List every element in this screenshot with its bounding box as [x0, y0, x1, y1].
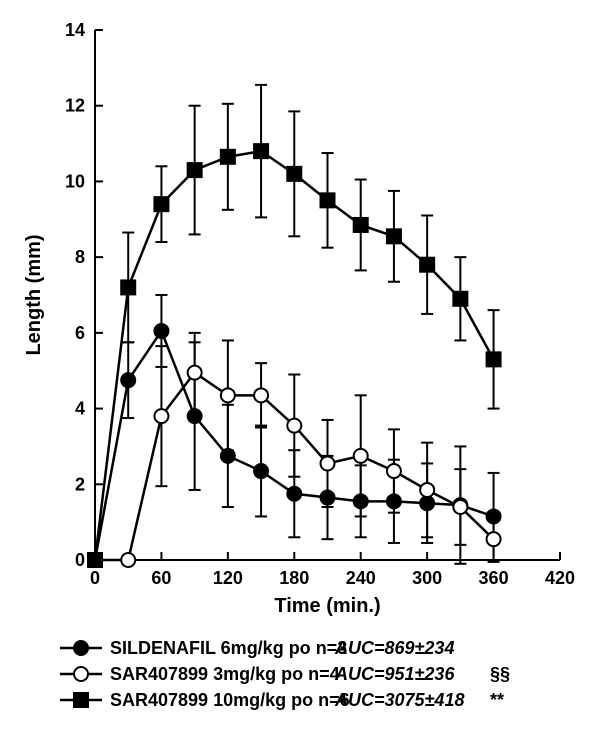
series-marker	[387, 464, 401, 478]
y-tick-label: 10	[65, 171, 85, 191]
x-axis-title: Time (min.)	[274, 595, 380, 617]
series-marker	[387, 229, 401, 243]
series-marker	[487, 532, 501, 546]
legend-row-sildenafil_6: SILDENAFIL 6mg/kg po n=3AUC=869±234	[60, 638, 454, 658]
series-marker	[321, 456, 335, 470]
legend-label: SILDENAFIL 6mg/kg po n=3	[110, 638, 347, 658]
series-marker	[154, 409, 168, 423]
series-marker	[287, 487, 301, 501]
series-marker	[354, 449, 368, 463]
series-marker	[453, 292, 467, 306]
series-marker	[254, 464, 268, 478]
y-tick-label: 0	[75, 550, 85, 570]
y-tick-label: 14	[65, 20, 85, 40]
legend-row-sar_10: SAR407899 10mg/kg po n=6AUC=3075±418 **	[60, 690, 504, 710]
legend-marker	[74, 693, 88, 707]
legend-auc: AUC=951±236	[334, 664, 455, 684]
legend-significance: §§	[490, 664, 510, 684]
length-vs-time-chart: 0 60 120 180 240 300 360 420 0 2 4 6 8 10 12 14 Time (mi…	[0, 0, 600, 742]
legend-auc: AUC=3075±418	[334, 690, 464, 710]
series-marker	[487, 352, 501, 366]
series-marker	[254, 144, 268, 158]
series-marker	[420, 483, 434, 497]
series-marker	[88, 553, 102, 567]
y-axis-title: Length (mm)	[23, 234, 45, 355]
series-marker	[321, 193, 335, 207]
series-marker	[121, 373, 135, 387]
series-marker	[221, 388, 235, 402]
legend-label: SAR407899 10mg/kg po n=6	[110, 690, 350, 710]
series-marker	[287, 167, 301, 181]
y-tick-label: 8	[75, 247, 85, 267]
y-tick-label: 2	[75, 474, 85, 494]
series-marker	[154, 197, 168, 211]
x-tick-label: 180	[279, 568, 309, 588]
x-tick-label: 420	[545, 568, 575, 588]
y-tick-label: 6	[75, 323, 85, 343]
x-tick-label: 60	[151, 568, 171, 588]
series-marker	[154, 324, 168, 338]
y-tick-label: 12	[65, 96, 85, 116]
series-marker	[121, 553, 135, 567]
series-marker	[121, 280, 135, 294]
series-marker	[221, 150, 235, 164]
series-marker	[254, 388, 268, 402]
series-marker	[188, 163, 202, 177]
legend-marker	[74, 641, 88, 655]
x-tick-label: 360	[479, 568, 509, 588]
legend-significance: **	[490, 690, 504, 710]
x-tick-label: 240	[346, 568, 376, 588]
y-tick-label: 4	[75, 399, 85, 419]
legend-row-sar_3: SAR407899 3mg/kg po n=4AUC=951±236 §§	[60, 664, 510, 684]
legend-label: SAR407899 3mg/kg po n=4	[110, 664, 340, 684]
series-marker	[188, 366, 202, 380]
legend-auc: AUC=869±234	[334, 638, 454, 658]
legend-marker	[74, 667, 88, 681]
series-marker	[420, 258, 434, 272]
series-marker	[287, 419, 301, 433]
series-marker	[453, 500, 467, 514]
x-tick-label: 120	[213, 568, 243, 588]
x-tick-label: 0	[90, 568, 100, 588]
x-tick-label: 300	[412, 568, 442, 588]
series-marker	[354, 218, 368, 232]
